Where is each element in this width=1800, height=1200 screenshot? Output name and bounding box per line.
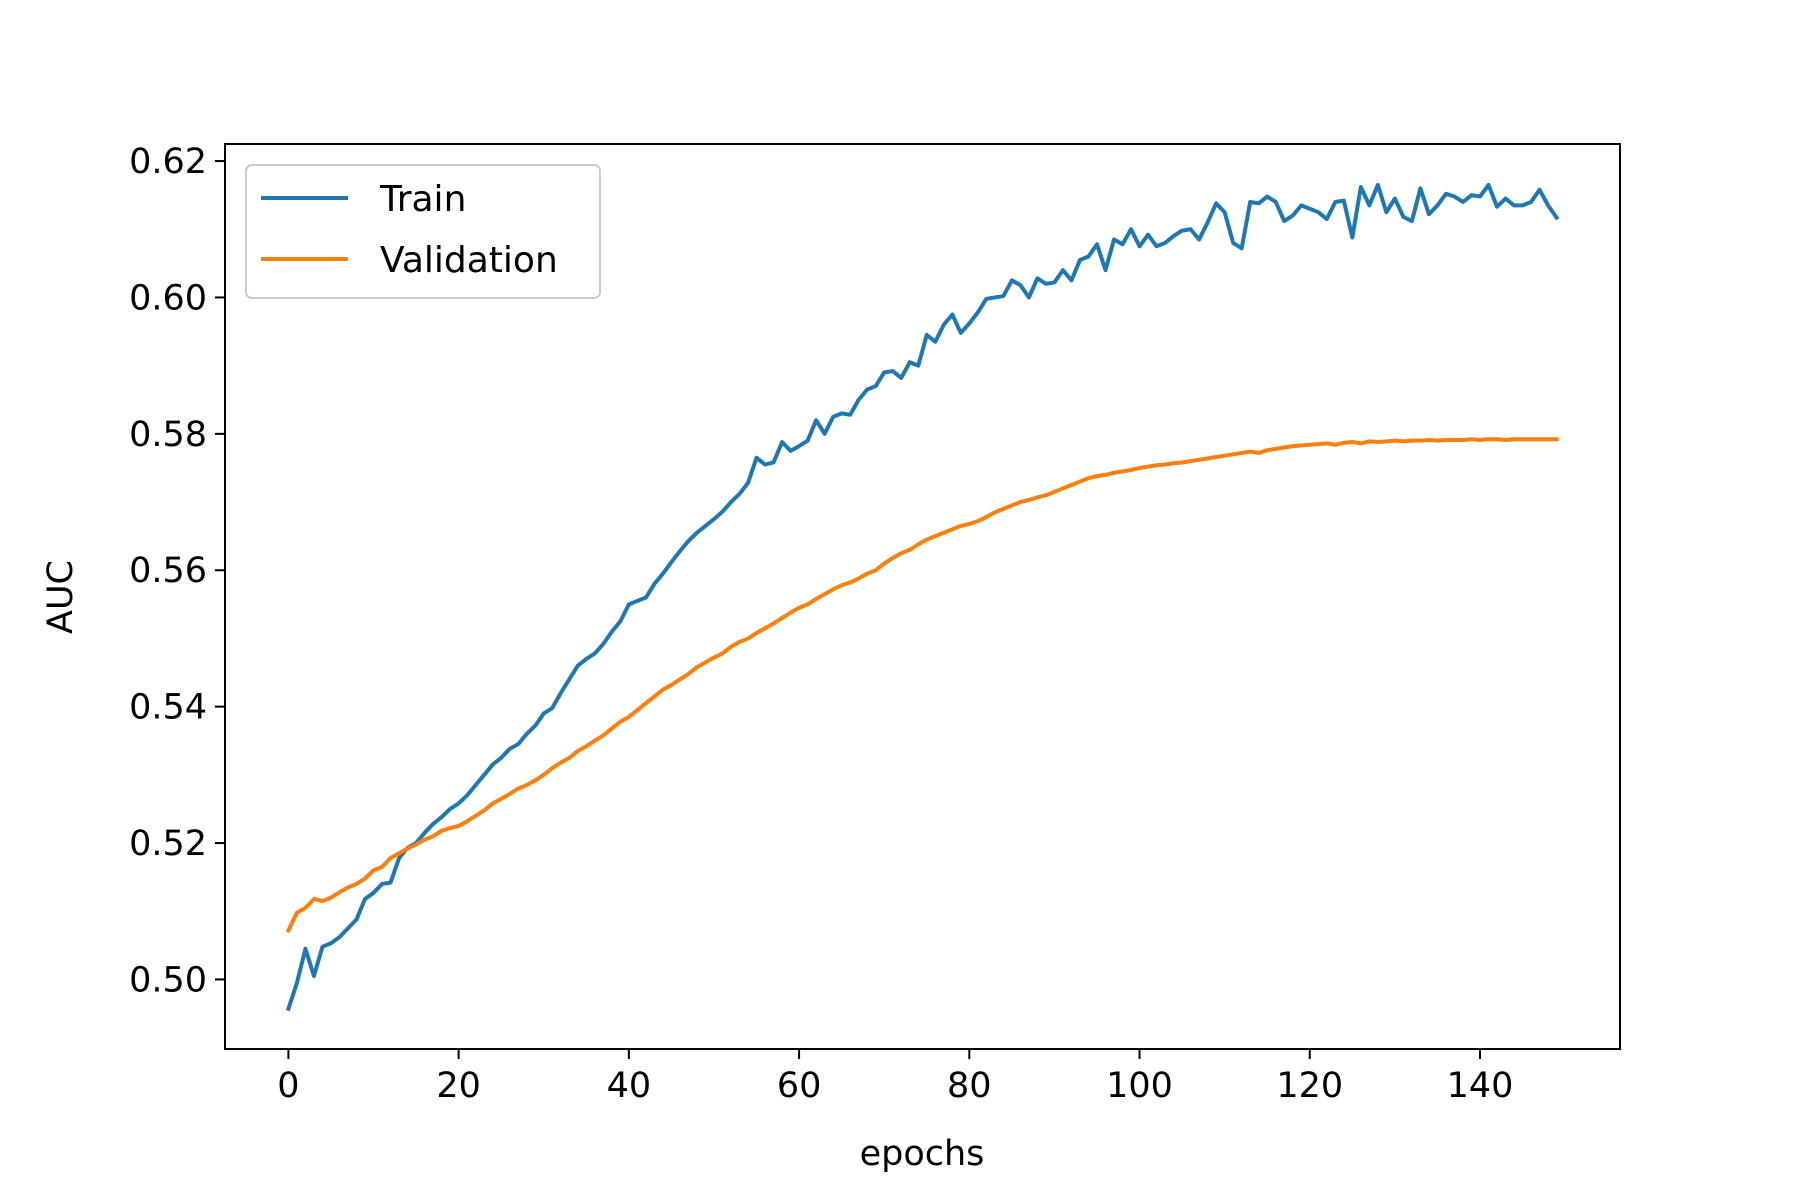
y-axis-label: AUC <box>41 560 81 634</box>
y-tick-label: 0.54 <box>129 688 207 728</box>
legend-label-validation: Validation <box>380 240 558 281</box>
y-tick-label: 0.52 <box>129 824 207 864</box>
series-line-validation <box>285 437 1559 933</box>
x-tick-label: 60 <box>777 1066 822 1106</box>
series-layer <box>285 182 1560 1012</box>
x-axis-label: epochs <box>860 1134 985 1174</box>
x-tick-label: 100 <box>1106 1066 1173 1106</box>
series-line-train <box>285 182 1560 1012</box>
y-tick-label: 0.58 <box>129 415 207 455</box>
legend: Train Validation <box>245 164 601 299</box>
x-tick-label: 120 <box>1276 1066 1343 1106</box>
ticks-layer: 0 20 40 60 80 100 120 140 0.50 0.52 0.54 0.56 0.58 0.… <box>129 142 1513 1106</box>
x-tick-label: 80 <box>947 1066 992 1106</box>
y-tick-label: 0.60 <box>129 278 207 318</box>
axes-frame <box>224 143 1621 1050</box>
y-tick-label: 0.62 <box>129 142 207 182</box>
x-tick-label: 0 <box>277 1066 299 1106</box>
legend-label-train: Train <box>379 179 466 220</box>
y-tick-label: 0.50 <box>129 960 207 1000</box>
y-tick-label: 0.56 <box>129 551 207 591</box>
x-tick-label: 20 <box>436 1066 481 1106</box>
x-tick-label: 140 <box>1447 1066 1514 1106</box>
x-tick-label: 40 <box>607 1066 652 1106</box>
